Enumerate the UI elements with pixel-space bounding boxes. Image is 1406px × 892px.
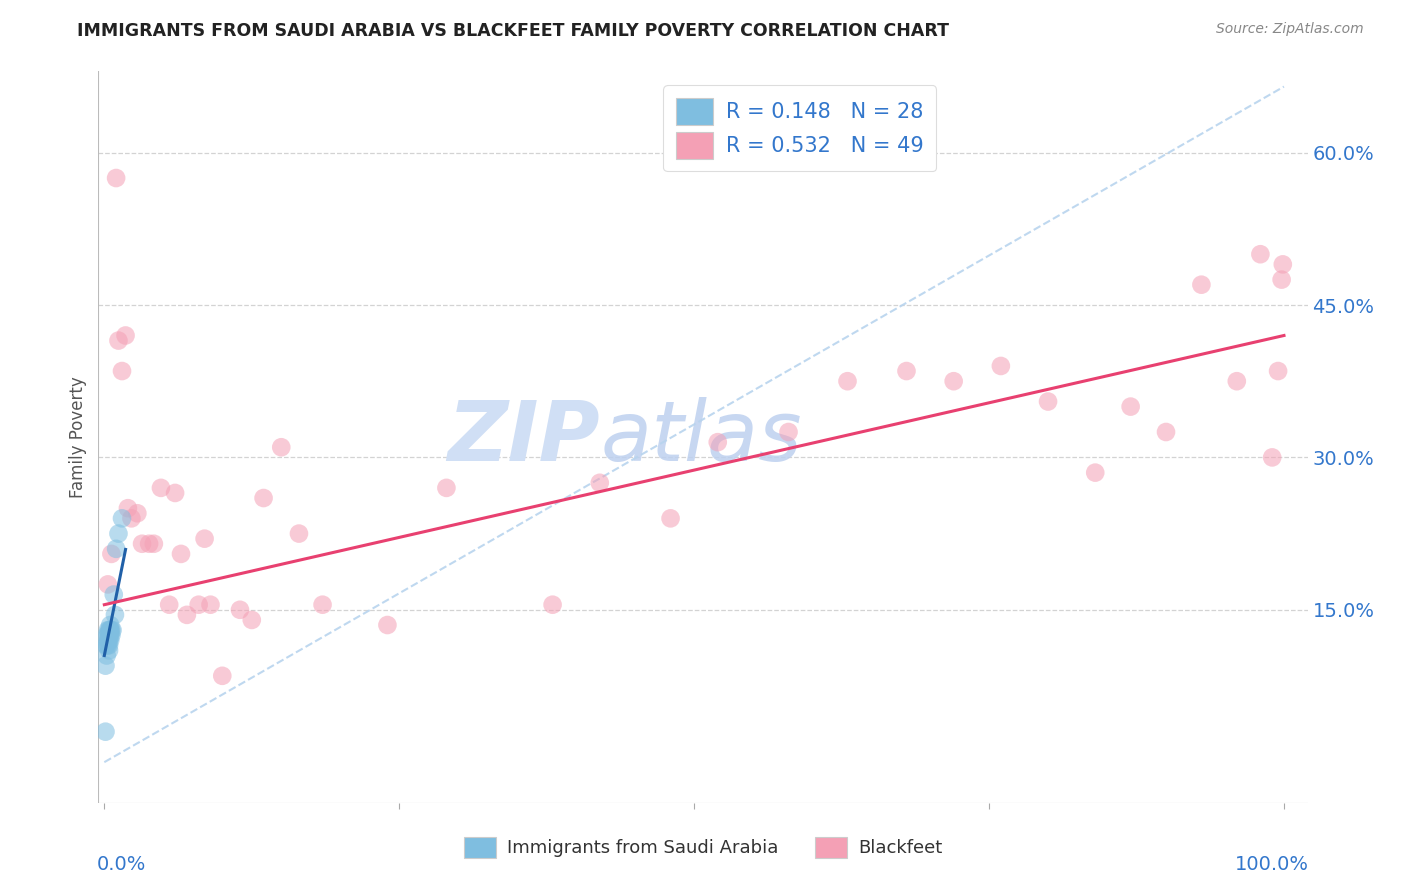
- Point: [107, 526, 129, 541]
- Point: [105, 171, 128, 186]
- Point: [1261, 450, 1284, 465]
- Point: [1154, 425, 1177, 439]
- Point: [311, 598, 333, 612]
- Point: [94, 724, 117, 739]
- Point: [105, 541, 128, 556]
- Point: [98, 633, 121, 648]
- Point: [97, 638, 120, 652]
- Point: [288, 526, 311, 541]
- Point: [706, 435, 728, 450]
- Point: [114, 328, 136, 343]
- Point: [98, 618, 121, 632]
- Point: [176, 607, 198, 622]
- Point: [97, 577, 120, 591]
- Point: [94, 638, 117, 652]
- Point: [142, 537, 165, 551]
- Point: [896, 364, 918, 378]
- Point: [96, 628, 118, 642]
- Point: [98, 633, 121, 648]
- Point: [117, 501, 139, 516]
- Point: [138, 537, 160, 551]
- Point: [1267, 364, 1289, 378]
- Point: [98, 638, 121, 652]
- Point: [97, 633, 120, 648]
- Point: [270, 440, 292, 454]
- Point: [165, 486, 187, 500]
- Point: [1271, 272, 1294, 286]
- Point: [1084, 466, 1107, 480]
- Point: [97, 628, 120, 642]
- Point: [100, 623, 122, 637]
- Point: [103, 588, 125, 602]
- Point: [97, 623, 120, 637]
- Point: [98, 628, 121, 642]
- Text: Source: ZipAtlas.com: Source: ZipAtlas.com: [1216, 22, 1364, 37]
- Point: [94, 658, 117, 673]
- Point: [107, 334, 129, 348]
- Point: [1249, 247, 1271, 261]
- Point: [778, 425, 800, 439]
- Point: [98, 623, 121, 637]
- Point: [990, 359, 1012, 373]
- Point: [100, 628, 122, 642]
- Point: [111, 511, 134, 525]
- Point: [1119, 400, 1142, 414]
- Text: ZIP: ZIP: [447, 397, 600, 477]
- Text: atlas: atlas: [600, 397, 801, 477]
- Y-axis label: Family Poverty: Family Poverty: [69, 376, 87, 498]
- Point: [541, 598, 564, 612]
- Point: [187, 598, 209, 612]
- Point: [111, 364, 134, 378]
- Point: [436, 481, 458, 495]
- Point: [127, 506, 149, 520]
- Point: [942, 374, 965, 388]
- Point: [194, 532, 217, 546]
- Point: [589, 475, 612, 490]
- Text: 100.0%: 100.0%: [1234, 855, 1309, 874]
- Point: [377, 618, 399, 632]
- Point: [837, 374, 859, 388]
- Point: [149, 481, 172, 495]
- Legend: Immigrants from Saudi Arabia, Blackfeet: Immigrants from Saudi Arabia, Blackfeet: [454, 828, 952, 867]
- Point: [98, 643, 121, 657]
- Point: [104, 607, 127, 622]
- Point: [98, 623, 121, 637]
- Point: [200, 598, 222, 612]
- Point: [659, 511, 682, 525]
- Point: [1036, 394, 1059, 409]
- Point: [252, 491, 274, 505]
- Point: [157, 598, 180, 612]
- Point: [101, 623, 124, 637]
- Text: IMMIGRANTS FROM SAUDI ARABIA VS BLACKFEET FAMILY POVERTY CORRELATION CHART: IMMIGRANTS FROM SAUDI ARABIA VS BLACKFEE…: [77, 22, 949, 40]
- Point: [98, 623, 121, 637]
- Point: [96, 638, 118, 652]
- Point: [96, 648, 118, 663]
- Point: [131, 537, 153, 551]
- Point: [1271, 257, 1294, 271]
- Point: [229, 603, 252, 617]
- Point: [211, 669, 233, 683]
- Point: [120, 511, 142, 525]
- Point: [1189, 277, 1212, 292]
- Point: [170, 547, 193, 561]
- Point: [98, 628, 121, 642]
- Point: [100, 547, 122, 561]
- Point: [240, 613, 263, 627]
- Point: [1226, 374, 1249, 388]
- Text: 0.0%: 0.0%: [97, 855, 146, 874]
